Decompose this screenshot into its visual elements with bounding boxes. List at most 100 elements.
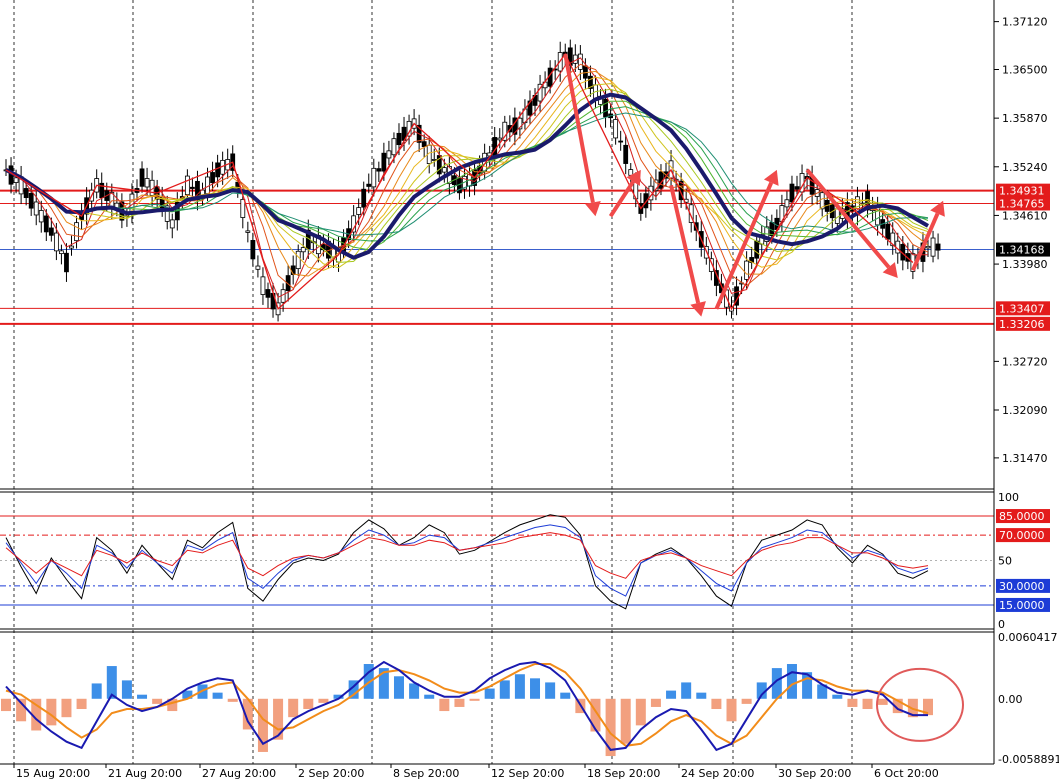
macd-histogram-bar	[242, 698, 253, 730]
candle-body	[885, 223, 891, 240]
macd-histogram-bar	[771, 668, 782, 699]
candle-body	[613, 119, 619, 139]
candle-body	[391, 138, 397, 156]
macd-histogram-bar	[484, 688, 495, 699]
macd-histogram-bar	[378, 668, 389, 699]
candle-body	[48, 227, 54, 236]
time-tick-label: 21 Aug 20:00	[108, 767, 182, 780]
macd-main-line	[5, 660, 928, 752]
arrow-head	[930, 200, 945, 217]
macd-histogram-bar	[741, 698, 752, 704]
candle-body	[376, 168, 382, 172]
macd-histogram-bar	[499, 680, 510, 699]
price-level-label: 1.34765	[999, 197, 1045, 210]
oscillator-level-label: 15.0000	[999, 599, 1045, 612]
macd-histogram-bar	[786, 664, 797, 699]
macd-histogram-bar	[227, 698, 238, 702]
arrow-shaft	[608, 180, 635, 218]
macd-histogram-bar	[31, 698, 42, 731]
time-tick-label: 27 Aug 20:00	[202, 767, 276, 780]
candle-body	[184, 175, 190, 195]
candle-body	[497, 137, 503, 141]
macd-histogram-bar	[469, 698, 480, 701]
macd-histogram-bar	[862, 698, 873, 710]
macd-histogram-bar	[666, 690, 677, 699]
oscillator-tick-label: 100	[998, 491, 1019, 504]
zigzag-overlay	[5, 52, 914, 311]
candle-body	[794, 186, 800, 190]
macd-histogram-bar	[61, 698, 72, 718]
macd-histogram-bar	[681, 682, 692, 699]
candle-body	[139, 168, 145, 187]
candle-body	[169, 219, 175, 229]
candle-body	[210, 172, 215, 184]
price-tick-label: 1.31470	[1002, 452, 1048, 465]
candle-body	[295, 250, 301, 270]
macd-histogram-bar	[409, 683, 420, 699]
candle-body	[99, 182, 105, 199]
macd-histogram-bar	[318, 698, 329, 703]
price-level-label: 1.33407	[999, 302, 1045, 315]
price-tick-label: 1.35870	[1002, 112, 1048, 125]
candle-body	[784, 199, 790, 208]
macd-histogram-bar	[454, 698, 465, 707]
candle-body	[572, 54, 578, 64]
macd-histogram-bar	[273, 698, 284, 740]
candle-body	[260, 276, 266, 295]
macd-histogram-bar	[877, 698, 888, 705]
candle-body	[935, 243, 941, 251]
macd-histogram-bar	[393, 676, 404, 699]
candle-body	[925, 245, 931, 249]
candle-body	[603, 98, 608, 118]
macd-tick-label: 0.00	[998, 693, 1023, 706]
price-tick-label: 1.37120	[1002, 16, 1048, 29]
macd-histogram-bar	[167, 698, 178, 712]
candle-body	[144, 178, 150, 188]
time-tick-label: 18 Sep 20:00	[587, 767, 660, 780]
price-tick-label: 1.34610	[1002, 209, 1048, 222]
candle-body	[255, 265, 261, 270]
macd-histogram-bar	[257, 698, 268, 752]
macd-histogram-bar	[756, 682, 767, 699]
candle-body	[577, 53, 583, 70]
ribbon-line	[5, 83, 929, 269]
oscillator-level-label: 70.0000	[999, 529, 1045, 542]
candle-body	[356, 207, 362, 215]
macd-histogram-bar	[106, 666, 117, 699]
price-level-tag	[996, 183, 1050, 198]
vertical-grid	[13, 0, 853, 764]
oscillator-line	[5, 514, 929, 610]
macd-histogram-bar	[923, 698, 933, 716]
candle-body	[441, 167, 447, 173]
candle-body	[43, 215, 49, 233]
price-level-tag	[996, 301, 1050, 316]
macd-tick-label: -0.0058891	[998, 753, 1059, 766]
macd-histogram-bar	[696, 692, 707, 699]
candle-body	[53, 232, 59, 252]
candle-body	[381, 152, 387, 172]
oscillator-level-tag	[996, 528, 1050, 543]
candle-body	[361, 188, 367, 208]
candle-body	[245, 230, 251, 233]
candle-body	[890, 232, 896, 247]
candle-body	[250, 240, 256, 260]
highlight-circle	[876, 667, 964, 742]
macd-histogram-bar	[620, 698, 631, 744]
candle-body	[537, 83, 543, 102]
macd-histogram-bar	[711, 698, 722, 710]
arrow-head	[763, 169, 779, 186]
macd-histogram-bar	[121, 680, 132, 699]
candle-body	[643, 193, 649, 209]
candle-body	[517, 117, 523, 130]
time-tick-label: 12 Sep 20:00	[491, 767, 564, 780]
arrow-head	[626, 169, 641, 186]
macd-histogram-bar	[817, 684, 828, 699]
macd-histogram-bar	[726, 698, 737, 722]
macd-histogram-bar	[182, 690, 193, 699]
slow-moving-average	[5, 92, 929, 260]
time-tick-label: 8 Sep 20:00	[393, 767, 459, 780]
current-price-label: 1.34168	[999, 244, 1045, 257]
macd-histogram-bar	[635, 698, 646, 726]
candle-body	[653, 179, 659, 192]
